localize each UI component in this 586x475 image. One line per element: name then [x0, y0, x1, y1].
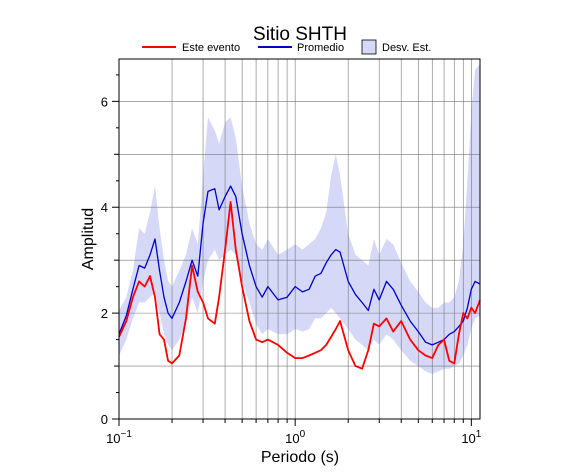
std-band-layer	[119, 64, 480, 375]
x-tick-label: 101	[461, 429, 481, 446]
tick-layer: 10−1 100 101 0 2 4 6	[101, 74, 482, 446]
chart-title: Sitio SHTH	[253, 24, 347, 45]
series-layer	[118, 185, 481, 370]
legend-label-desv-est: Desv. Est.	[382, 42, 431, 54]
grid-layer	[119, 59, 480, 419]
y-tick-label: 6	[101, 94, 108, 109]
series-line-promedio	[118, 185, 481, 346]
std-band	[119, 64, 480, 375]
x-tick-label: 100	[285, 429, 305, 446]
plot-frame	[118, 58, 481, 420]
series-line-este-evento	[118, 200, 481, 370]
y-tick-label: 0	[101, 412, 108, 427]
frame-layer	[118, 58, 481, 420]
x-axis-label: Periodo (s)	[261, 449, 339, 466]
y-tick-label: 2	[101, 306, 108, 321]
legend-swatch-desv-est	[361, 39, 377, 55]
legend-label-promedio: Promedio	[297, 42, 344, 54]
x-tick-label: 10−1	[106, 429, 132, 446]
y-tick-label: 4	[101, 200, 108, 215]
legend: Este evento Promedio Desv. Est.	[142, 39, 431, 55]
legend-label-este-evento: Este evento	[182, 42, 240, 54]
y-axis-label: Amplitud	[80, 208, 97, 270]
